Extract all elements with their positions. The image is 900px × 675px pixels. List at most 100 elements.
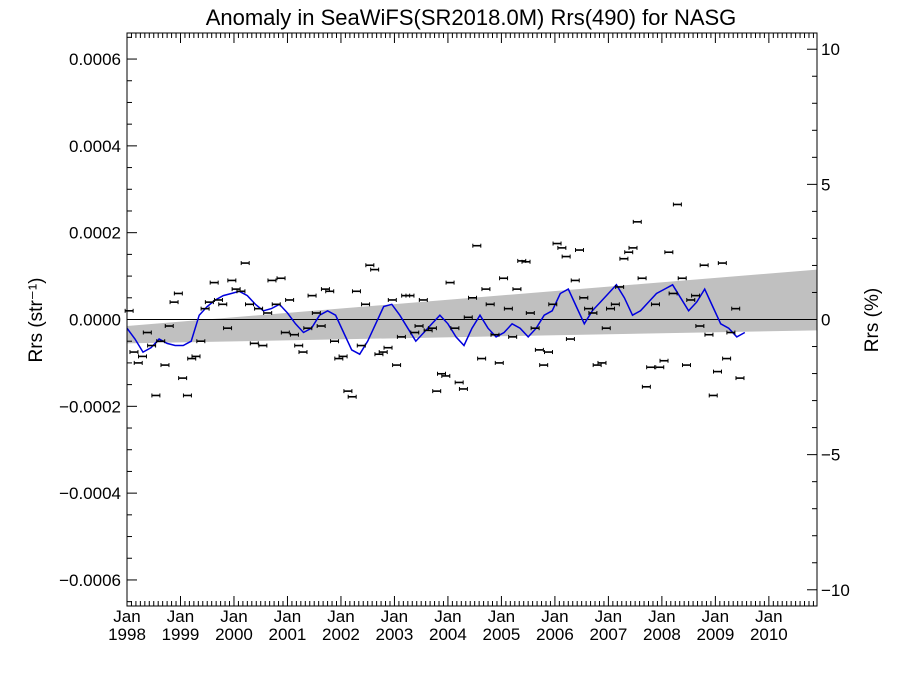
x-tick-month-label: Jan [595,607,622,626]
data-point [584,306,594,311]
data-point [548,302,558,307]
data-point [160,363,170,368]
data-point [365,263,375,268]
data-point [619,256,629,261]
data-point [209,280,219,285]
data-point [285,297,295,302]
data-point [588,310,598,315]
data-point [477,356,487,361]
data-point [713,369,723,374]
data-point [414,324,424,329]
x-tick-month-label: Jan [488,607,515,626]
y-right-tick-label: −10 [821,581,850,600]
x-tick-month-label: Jan [541,607,568,626]
y-left-tick-label: 0.0006 [69,50,121,69]
data-point [437,371,447,376]
data-point [499,276,509,281]
data-point [468,295,478,300]
data-point [227,278,237,283]
data-point [378,350,388,355]
data-point [289,332,299,337]
data-point [325,289,335,294]
data-point [343,389,353,394]
data-point [316,324,326,329]
data-point [218,302,228,307]
data-point [704,332,714,337]
y-right-tick-label: −5 [821,446,840,465]
data-point [142,330,152,335]
data-point [641,384,651,389]
data-point [552,241,562,246]
y-left-tick-label: 0.0000 [69,311,121,330]
x-tick-month-label: Jan [274,607,301,626]
x-tick-year-label: 1998 [108,625,146,644]
data-point [231,287,241,292]
data-point [650,302,660,307]
data-point [570,278,580,283]
x-tick-year-label: 1999 [162,625,200,644]
data-point [735,376,745,381]
data-point [427,326,437,331]
data-point [592,363,602,368]
data-point [659,358,669,363]
data-point [173,291,183,296]
data-point [423,328,433,333]
x-tick-month-label: Jan [327,607,354,626]
data-point [263,310,273,315]
data-point [303,326,313,331]
data-point [628,245,638,250]
data-point [418,297,428,302]
trend-band [127,269,817,344]
data-point [254,306,264,311]
data-point [450,326,460,331]
y-axis-left-label: Rrs (str⁻¹) [26,278,47,363]
data-point [637,276,647,281]
x-tick-month-label: Jan [755,607,782,626]
data-point [561,254,571,259]
data-point [726,330,736,335]
data-point [182,393,192,398]
data-point [396,334,406,339]
data-point [579,295,589,300]
data-point [405,293,415,298]
data-point [200,306,210,311]
x-tick-year-label: 2009 [696,625,734,644]
y-left-tick-label: −0.0004 [59,484,121,503]
x-tick-month-label: Jan [220,607,247,626]
y-left-tick-label: 0.0004 [69,137,121,156]
data-point [615,284,625,289]
x-tick-year-label: 2010 [750,625,788,644]
data-point [445,280,455,285]
data-point [490,332,500,337]
data-point [668,291,678,296]
data-point [485,302,495,307]
data-point [597,360,607,365]
y-left-tick-label: 0.0002 [69,224,121,243]
data-point [454,380,464,385]
data-point [298,350,308,355]
x-tick-year-label: 2004 [429,625,467,644]
data-point [575,248,585,253]
chart-title: Anomaly in SeaWiFS(SR2018.0M) Rrs(490) f… [206,5,737,30]
y-right-tick-label: 5 [821,175,830,194]
data-point [196,339,206,344]
data-point [512,287,522,292]
data-point [565,337,575,342]
data-point [124,308,134,313]
data-point [204,300,214,305]
plot-area: 0.0006 0.0004 0.0002 0.0000 −0.0002 −0.0004 −0… [59,32,850,644]
data-point [557,245,567,250]
x-tick-month-label: Jan [167,607,194,626]
data-point [151,393,161,398]
data-point [722,356,732,361]
data-point [191,354,201,359]
data-point [351,289,361,294]
data-point [646,365,656,370]
data-point [481,287,491,292]
data-point [708,393,718,398]
data-point [334,356,344,361]
x-tick-year-label: 2007 [589,625,627,644]
data-point [392,363,402,368]
data-point [330,339,340,344]
